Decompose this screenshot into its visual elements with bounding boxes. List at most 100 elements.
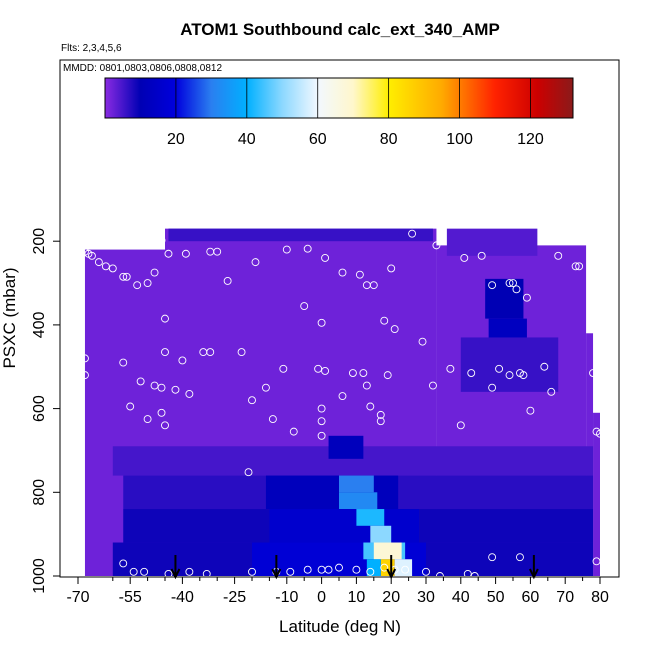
sample-point [223, 277, 232, 285]
sample-point [268, 415, 277, 424]
sample-point [317, 404, 326, 413]
sample-point [136, 377, 145, 386]
sample-point [251, 258, 260, 267]
sample-point [321, 253, 330, 262]
sample-point [303, 565, 312, 574]
sample-point [355, 270, 364, 279]
sample-point [87, 251, 96, 260]
sample-point [178, 356, 187, 365]
heatmap-cell [366, 559, 381, 576]
heatmap-cell [485, 278, 524, 319]
sample-point [300, 302, 309, 311]
x-tick-label: 80 [591, 589, 609, 606]
sample-point [289, 427, 298, 436]
x-tick-label: -10 [275, 589, 298, 606]
colorbar [104, 77, 574, 119]
sample-point [522, 293, 531, 302]
sample-point [143, 279, 152, 287]
sample-point [432, 241, 441, 250]
sample-point [157, 236, 166, 245]
heatmap-cell [460, 337, 559, 392]
sample-point [185, 567, 194, 576]
sample-point [456, 421, 465, 430]
sample-point [477, 251, 486, 260]
sample-point [366, 402, 375, 411]
sample-point [206, 348, 215, 357]
sample-point [303, 244, 312, 253]
sample-point [161, 314, 169, 323]
x-axis: -70 -55 -40 -25 -10 0 10 20 30 40 50 60 70 80 [66, 577, 609, 606]
y-tick-label: 1000 [31, 558, 48, 594]
sample-point [202, 569, 211, 577]
sample-point [488, 553, 497, 562]
flights-note: Flts: 2,3,4,5,6 [61, 43, 122, 54]
colorbar-tick-label: 100 [446, 131, 473, 148]
sample-point [244, 468, 253, 477]
x-tick-label: 10 [348, 589, 366, 606]
sample-point [348, 369, 357, 377]
sample-point [133, 281, 142, 290]
x-tick-label: -55 [119, 589, 142, 606]
x-tick-label: -40 [171, 589, 194, 606]
sample-point [495, 364, 504, 373]
sample-point [540, 362, 549, 371]
sample-point [261, 383, 270, 392]
sample-point [108, 264, 117, 273]
sample-point [237, 348, 246, 357]
y-tick-label: 400 [31, 311, 48, 338]
sample-point [380, 316, 389, 325]
x-tick-label: 20 [382, 589, 400, 606]
x-axis-label: Latitude (deg N) [279, 617, 401, 636]
sample-point [463, 569, 472, 577]
sample-point [335, 563, 343, 572]
sample-point [122, 272, 131, 281]
sample-point [321, 366, 330, 375]
sample-point [101, 262, 110, 271]
sample-point [164, 249, 173, 258]
sample-point [161, 421, 169, 430]
sample-point [324, 565, 333, 574]
y-tick-label: 200 [31, 228, 48, 255]
sample-point [94, 258, 103, 267]
sample-point [157, 408, 166, 417]
sample-point [143, 415, 152, 424]
sample-point [519, 371, 528, 380]
sample-point [446, 364, 455, 373]
sample-point [359, 369, 368, 377]
sample-point [376, 417, 385, 426]
sample-point [505, 279, 514, 287]
heatmap-cell [370, 525, 392, 543]
sample-point [366, 567, 375, 576]
sample-point [81, 371, 89, 380]
sample-point [467, 369, 476, 377]
sample-point [119, 272, 128, 281]
sample-point [282, 245, 291, 254]
y-axis-label: PSXC (mbar) [0, 267, 19, 368]
sample-point [526, 406, 535, 415]
dates-note: MMDD: 0801,0803,0806,0808,0812 [63, 63, 222, 74]
heatmap-cell [446, 228, 538, 256]
x-tick-label: 0 [317, 589, 326, 606]
sample-point [164, 569, 173, 577]
sample-point [512, 285, 521, 294]
sample-point [401, 565, 410, 574]
colorbar-ticks: 20 40 60 80 100 120 [167, 78, 544, 148]
sample-point [129, 567, 138, 576]
colorbar-tick-label: 80 [380, 131, 398, 148]
sample-point [171, 385, 180, 394]
sample-point [390, 325, 399, 334]
sample-point [488, 281, 497, 290]
sample-point [383, 371, 392, 380]
x-tick-label: 40 [452, 589, 470, 606]
heatmap-cell [168, 228, 433, 242]
sample-point [338, 392, 347, 400]
sample-point [422, 567, 430, 576]
sample-point [81, 354, 89, 363]
sample-point [418, 337, 427, 346]
heatmap-cell [593, 412, 600, 576]
heatmap-cell [269, 509, 420, 543]
colorbar-tick-label: 120 [517, 131, 544, 148]
sample-point [352, 565, 361, 574]
sample-points [81, 229, 604, 577]
sample-point [435, 572, 444, 577]
